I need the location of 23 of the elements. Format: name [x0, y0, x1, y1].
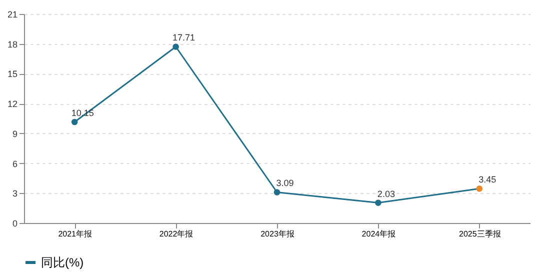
- x-tick-label: 2022年报: [159, 230, 194, 238]
- data-label: 3.45: [478, 174, 496, 185]
- x-tick-label: 2024年报: [362, 230, 396, 238]
- y-tick-label: 6: [12, 158, 18, 169]
- y-tick-label: 0: [12, 218, 18, 228]
- y-tick-label: 9: [12, 128, 18, 139]
- y-tick-label: 21: [7, 10, 18, 20]
- point: [274, 189, 280, 196]
- y-tick-label: 15: [7, 69, 18, 80]
- x-tick-label: 2025三季报: [459, 230, 501, 238]
- data-label: 3.09: [276, 178, 294, 188]
- point: [172, 44, 179, 50]
- y-tick-label: 3: [12, 188, 18, 199]
- legend-label: 同比(%): [41, 256, 84, 270]
- y-tick-label: 12: [7, 99, 18, 110]
- data-label: 2.03: [377, 188, 395, 199]
- data-label: 17.71: [172, 32, 196, 43]
- point: [476, 186, 483, 192]
- point: [71, 118, 78, 126]
- point: [375, 200, 382, 206]
- y-tick-label: 18: [7, 39, 18, 50]
- x-tick-label: 2021年报: [58, 230, 92, 238]
- x-tick-label: 2023年报: [260, 230, 294, 238]
